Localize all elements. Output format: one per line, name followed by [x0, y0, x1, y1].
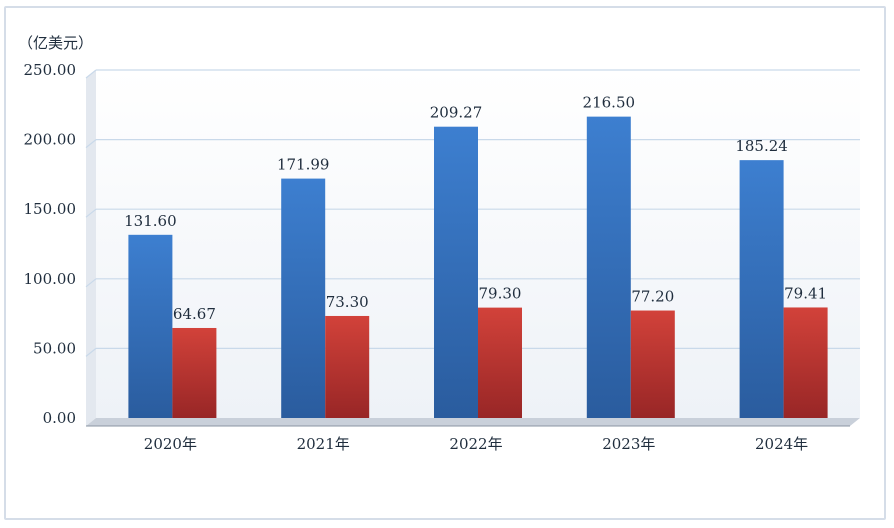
gridline-side — [85, 139, 97, 149]
y-tick-label: 250.00 — [24, 61, 77, 79]
y-tick-label: 100.00 — [24, 270, 77, 288]
data-label: 216.50 — [583, 94, 636, 112]
bar-series-1-bar — [434, 126, 478, 418]
x-tick-label: 2022年 — [449, 435, 502, 453]
data-label: 77.20 — [631, 288, 674, 306]
y-tick-label: 0.00 — [43, 409, 76, 427]
data-label: 209.27 — [430, 104, 483, 122]
x-tick-label: 2021年 — [297, 435, 350, 453]
x-tick-label: 2023年 — [602, 435, 655, 453]
x-tick-label: 2024年 — [755, 435, 808, 453]
data-label: 131.60 — [124, 212, 177, 230]
bar-series-2-bar — [325, 315, 370, 418]
bar-series-1-bar — [586, 116, 631, 418]
x-tick-label: 2020年 — [144, 435, 197, 453]
bar-series-2-bar — [630, 310, 675, 418]
plot-floor — [86, 418, 860, 426]
plot-side-wall — [86, 70, 96, 426]
gridline-side — [85, 347, 97, 357]
bar-series-2-bar — [783, 307, 828, 418]
data-label: 64.67 — [173, 305, 216, 323]
data-label: 171.99 — [277, 156, 330, 174]
bar-series-2-bar — [478, 307, 522, 418]
gridline-side — [85, 208, 97, 218]
data-label: 185.24 — [735, 137, 788, 155]
data-label: 79.30 — [479, 285, 522, 303]
unit-label: （亿美元） — [18, 34, 93, 52]
gridline-side — [85, 278, 97, 288]
bar-series-2-bar — [172, 327, 217, 418]
bar-series-1-bar — [739, 160, 784, 418]
y-tick-label: 200.00 — [24, 131, 77, 149]
data-label: 79.41 — [784, 284, 827, 302]
y-tick-label: 50.00 — [33, 339, 76, 357]
y-tick-label: 150.00 — [24, 200, 77, 218]
bar-series-1-bar — [281, 178, 326, 418]
gridline-side — [85, 69, 97, 79]
data-label: 73.30 — [326, 293, 369, 311]
bar-series-1-bar — [128, 234, 173, 418]
